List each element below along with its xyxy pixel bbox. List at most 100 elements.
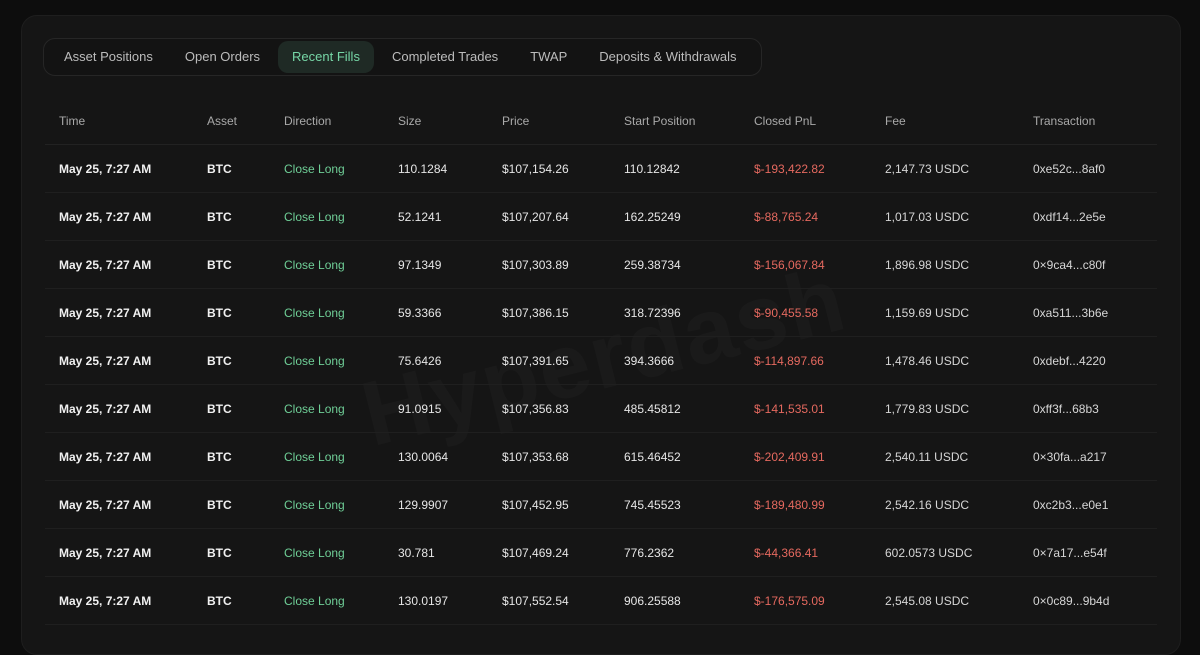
cell-fee: 2,542.16 USDC: [871, 480, 1019, 529]
cell-price: $107,452.95: [488, 480, 610, 529]
cell-fee: 1,478.46 USDC: [871, 336, 1019, 385]
cell-fee: 2,147.73 USDC: [871, 144, 1019, 193]
cell-asset[interactable]: BTC: [193, 336, 270, 385]
cell-size: 75.6426: [384, 336, 488, 385]
tab-completed-trades[interactable]: Completed Trades: [391, 49, 499, 64]
cell-closed-pnl: $-176,575.09: [740, 576, 871, 625]
cell-direction: Close Long: [270, 384, 384, 433]
cell-transaction-link[interactable]: 0×30fa...a217: [1019, 432, 1157, 481]
cell-start-position: 259.38734: [610, 240, 740, 289]
cell-time: May 25, 7:27 AM: [45, 288, 193, 337]
header-size: Size: [384, 98, 488, 145]
cell-closed-pnl: $-193,422.82: [740, 144, 871, 193]
cell-price: $107,356.83: [488, 384, 610, 433]
cell-size: 91.0915: [384, 384, 488, 433]
cell-size: 97.1349: [384, 240, 488, 289]
cell-asset[interactable]: BTC: [193, 384, 270, 433]
cell-start-position: 776.2362: [610, 528, 740, 577]
cell-start-position: 110.12842: [610, 144, 740, 193]
cell-closed-pnl: $-88,765.24: [740, 192, 871, 241]
cell-start-position: 318.72396: [610, 288, 740, 337]
cell-closed-pnl: $-90,455.58: [740, 288, 871, 337]
tab-bar: Asset Positions Open Orders Recent Fills…: [43, 38, 762, 76]
cell-asset[interactable]: BTC: [193, 192, 270, 241]
cell-fee: 1,017.03 USDC: [871, 192, 1019, 241]
cell-start-position: 906.25588: [610, 576, 740, 625]
header-transaction: Transaction: [1019, 98, 1157, 145]
cell-start-position: 485.45812: [610, 384, 740, 433]
cell-time: May 25, 7:27 AM: [45, 480, 193, 529]
cell-size: 110.1284: [384, 144, 488, 193]
table-row: May 25, 7:27 AM BTC Close Long 110.1284 $107…: [45, 144, 1157, 193]
cell-transaction-link[interactable]: 0xdf14...2e5e: [1019, 192, 1157, 241]
tab-asset-positions[interactable]: Asset Positions: [64, 49, 153, 64]
tab-open-orders[interactable]: Open Orders: [184, 49, 261, 64]
cell-time: May 25, 7:27 AM: [45, 240, 193, 289]
header-fee: Fee: [871, 98, 1019, 145]
cell-closed-pnl: $-44,366.41: [740, 528, 871, 577]
cell-price: $107,552.54: [488, 576, 610, 625]
cell-price: $107,353.68: [488, 432, 610, 481]
cell-price: $107,391.65: [488, 336, 610, 385]
cell-transaction-link[interactable]: 0×0c89...9b4d: [1019, 576, 1157, 625]
cell-size: 129.9907: [384, 480, 488, 529]
cell-transaction-link[interactable]: 0xe52c...8af0: [1019, 144, 1157, 193]
cell-start-position: 745.45523: [610, 480, 740, 529]
cell-size: 130.0197: [384, 576, 488, 625]
cell-direction: Close Long: [270, 336, 384, 385]
table-row: May 25, 7:27 AM BTC Close Long 75.6426 $107,…: [45, 336, 1157, 385]
cell-price: $107,303.89: [488, 240, 610, 289]
cell-size: 30.781: [384, 528, 488, 577]
cell-direction: Close Long: [270, 240, 384, 289]
cell-asset[interactable]: BTC: [193, 240, 270, 289]
cell-closed-pnl: $-156,067.84: [740, 240, 871, 289]
cell-price: $107,386.15: [488, 288, 610, 337]
table-row: May 25, 7:27 AM BTC Close Long 30.781 $107,4…: [45, 528, 1157, 577]
header-asset: Asset: [193, 98, 270, 145]
cell-time: May 25, 7:27 AM: [45, 192, 193, 241]
cell-transaction-link[interactable]: 0xff3f...68b3: [1019, 384, 1157, 433]
table-row: May 25, 7:27 AM BTC Close Long 59.3366 $107,…: [45, 288, 1157, 337]
cell-asset[interactable]: BTC: [193, 576, 270, 625]
tab-twap[interactable]: TWAP: [530, 49, 568, 64]
cell-start-position: 394.3666: [610, 336, 740, 385]
cell-fee: 1,779.83 USDC: [871, 384, 1019, 433]
fills-table: Time Asset Direction Size Price Start Po…: [45, 98, 1157, 625]
cell-transaction-link[interactable]: 0xc2b3...e0e1: [1019, 480, 1157, 529]
cell-closed-pnl: $-202,409.91: [740, 432, 871, 481]
cell-transaction-link[interactable]: 0×7a17...e54f: [1019, 528, 1157, 577]
cell-size: 130.0064: [384, 432, 488, 481]
header-closed-pnl: Closed PnL: [740, 98, 871, 145]
header-time: Time: [45, 98, 193, 145]
cell-asset[interactable]: BTC: [193, 480, 270, 529]
cell-direction: Close Long: [270, 192, 384, 241]
cell-direction: Close Long: [270, 432, 384, 481]
cell-time: May 25, 7:27 AM: [45, 528, 193, 577]
tab-deposits-withdrawals[interactable]: Deposits & Withdrawals: [599, 49, 737, 64]
cell-fee: 602.0573 USDC: [871, 528, 1019, 577]
cell-asset[interactable]: BTC: [193, 288, 270, 337]
cell-transaction-link[interactable]: 0xa511...3b6e: [1019, 288, 1157, 337]
cell-transaction-link[interactable]: 0×9ca4...c80f: [1019, 240, 1157, 289]
header-direction: Direction: [270, 98, 384, 145]
cell-time: May 25, 7:27 AM: [45, 384, 193, 433]
cell-direction: Close Long: [270, 144, 384, 193]
cell-asset[interactable]: BTC: [193, 144, 270, 193]
cell-fee: 1,896.98 USDC: [871, 240, 1019, 289]
table-row: May 25, 7:27 AM BTC Close Long 129.9907 $107…: [45, 480, 1157, 529]
tab-recent-fills[interactable]: Recent Fills: [278, 41, 374, 73]
cell-asset[interactable]: BTC: [193, 528, 270, 577]
cell-transaction-link[interactable]: 0xdebf...4220: [1019, 336, 1157, 385]
cell-start-position: 615.46452: [610, 432, 740, 481]
cell-fee: 2,540.11 USDC: [871, 432, 1019, 481]
cell-direction: Close Long: [270, 528, 384, 577]
cell-time: May 25, 7:27 AM: [45, 576, 193, 625]
cell-closed-pnl: $-141,535.01: [740, 384, 871, 433]
cell-closed-pnl: $-114,897.66: [740, 336, 871, 385]
cell-closed-pnl: $-189,480.99: [740, 480, 871, 529]
cell-time: May 25, 7:27 AM: [45, 336, 193, 385]
table-row: May 25, 7:27 AM BTC Close Long 97.1349 $107,…: [45, 240, 1157, 289]
fills-panel: Hyperdash Asset Positions Open Orders Re…: [21, 15, 1181, 655]
cell-asset[interactable]: BTC: [193, 432, 270, 481]
table-row: May 25, 7:27 AM BTC Close Long 130.0197 $107…: [45, 576, 1157, 625]
